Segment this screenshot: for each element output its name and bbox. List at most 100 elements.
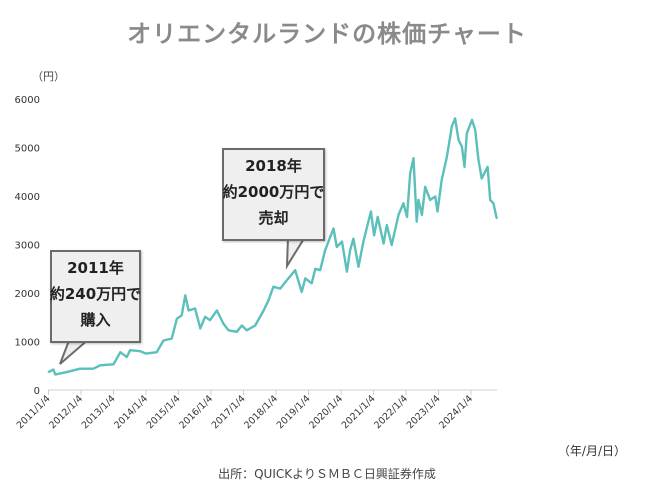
x-tick-label: 2017/1/4 <box>210 393 248 431</box>
data-point <box>272 285 275 288</box>
callout-line: 約2000万円で <box>222 183 325 201</box>
data-point <box>376 215 379 218</box>
x-tick-label: 2014/1/4 <box>112 393 150 431</box>
callout-line: 売却 <box>258 209 289 227</box>
data-point <box>397 214 400 216</box>
data-point <box>222 322 225 325</box>
data-point <box>52 368 55 371</box>
callout-line: 購入 <box>80 311 111 329</box>
x-axis-unit: （年/月/日） <box>557 444 626 458</box>
data-point <box>254 324 257 327</box>
data-point <box>471 118 473 121</box>
data-point <box>314 267 317 270</box>
data-point <box>362 240 365 243</box>
data-point <box>240 324 243 327</box>
y-tick-label: 3000 <box>15 241 40 252</box>
x-tick-label: 2019/1/4 <box>275 393 313 431</box>
callout-purchase-2011: 2011年 約240万円で 購入 <box>50 250 141 343</box>
x-tick-label: 2022/1/4 <box>372 393 410 431</box>
data-point <box>79 367 81 370</box>
data-point <box>390 244 393 246</box>
callout-line: 2018年 <box>245 157 302 175</box>
data-point <box>194 307 196 310</box>
data-point <box>480 177 483 180</box>
data-point <box>92 367 95 370</box>
data-point <box>454 117 456 120</box>
data-point <box>227 329 230 332</box>
data-point <box>285 279 288 282</box>
data-point <box>267 299 270 302</box>
data-point <box>139 350 142 353</box>
data-point <box>440 179 443 181</box>
data-point <box>465 132 468 135</box>
data-point <box>332 227 335 230</box>
data-point <box>187 309 190 312</box>
data-point <box>370 210 372 213</box>
x-tick-label: 2020/1/4 <box>307 393 345 431</box>
data-point <box>319 269 322 272</box>
y-tick-label: 2000 <box>15 289 40 300</box>
callout-sale-2018: 2018年 約2000万円で 売却 <box>222 148 325 241</box>
x-tick-label: 2013/1/4 <box>80 393 118 431</box>
data-point <box>373 234 376 237</box>
data-point <box>424 185 427 188</box>
callout-line: 2011年 <box>67 259 124 277</box>
data-point <box>402 202 405 205</box>
data-point <box>417 198 420 201</box>
data-point <box>170 337 173 340</box>
data-point <box>477 159 480 162</box>
data-point <box>463 166 466 168</box>
data-point <box>492 202 495 205</box>
data-point <box>294 269 297 272</box>
data-point <box>235 330 238 333</box>
data-point <box>412 157 415 160</box>
data-point <box>406 215 408 218</box>
data-point <box>345 270 348 273</box>
y-tick-label: 4000 <box>15 192 40 203</box>
data-point <box>352 237 355 240</box>
data-point <box>421 214 423 216</box>
data-point <box>461 145 463 148</box>
chart-title: オリエンタルランドの株価チャート <box>127 20 527 48</box>
data-point <box>119 351 122 354</box>
y-axis-unit: （円） <box>32 70 65 83</box>
data-point <box>434 195 437 198</box>
data-point <box>245 329 248 332</box>
data-point <box>99 364 102 367</box>
data-point <box>446 155 448 158</box>
data-point <box>54 373 57 376</box>
data-point <box>486 166 489 168</box>
data-point <box>335 246 338 248</box>
data-point <box>209 319 211 322</box>
x-tick-label: 2023/1/4 <box>405 393 443 431</box>
data-point <box>129 349 131 352</box>
callout-line: 約240万円で <box>49 285 142 303</box>
data-point <box>65 371 68 373</box>
data-point <box>324 249 326 252</box>
data-point <box>184 294 187 297</box>
data-point <box>175 317 178 320</box>
x-tick-label: 2011/1/4 <box>15 393 53 431</box>
data-point <box>341 240 343 243</box>
data-point <box>47 371 50 373</box>
data-point <box>457 139 460 142</box>
data-point <box>385 224 388 227</box>
x-tick-label: 2016/1/4 <box>177 393 215 431</box>
data-point <box>215 309 218 312</box>
data-point <box>155 351 158 354</box>
source-note: 出所：QUICKよりＳＭＢＣ日興証券作成 <box>218 467 436 481</box>
x-tick-label: 2021/1/4 <box>340 393 378 431</box>
data-point <box>409 172 412 175</box>
y-tick-label: 5000 <box>15 144 40 155</box>
data-point <box>279 287 282 290</box>
data-point <box>489 198 492 201</box>
x-tick-label: 2018/1/4 <box>242 393 280 431</box>
x-tick-label: 2012/1/4 <box>47 393 85 431</box>
data-point <box>145 352 147 355</box>
x-tick-label: 2015/1/4 <box>145 393 183 431</box>
data-point <box>125 356 128 358</box>
data-point <box>180 314 183 317</box>
x-tick-label: 2024/1/4 <box>437 393 475 431</box>
data-point <box>450 125 453 128</box>
